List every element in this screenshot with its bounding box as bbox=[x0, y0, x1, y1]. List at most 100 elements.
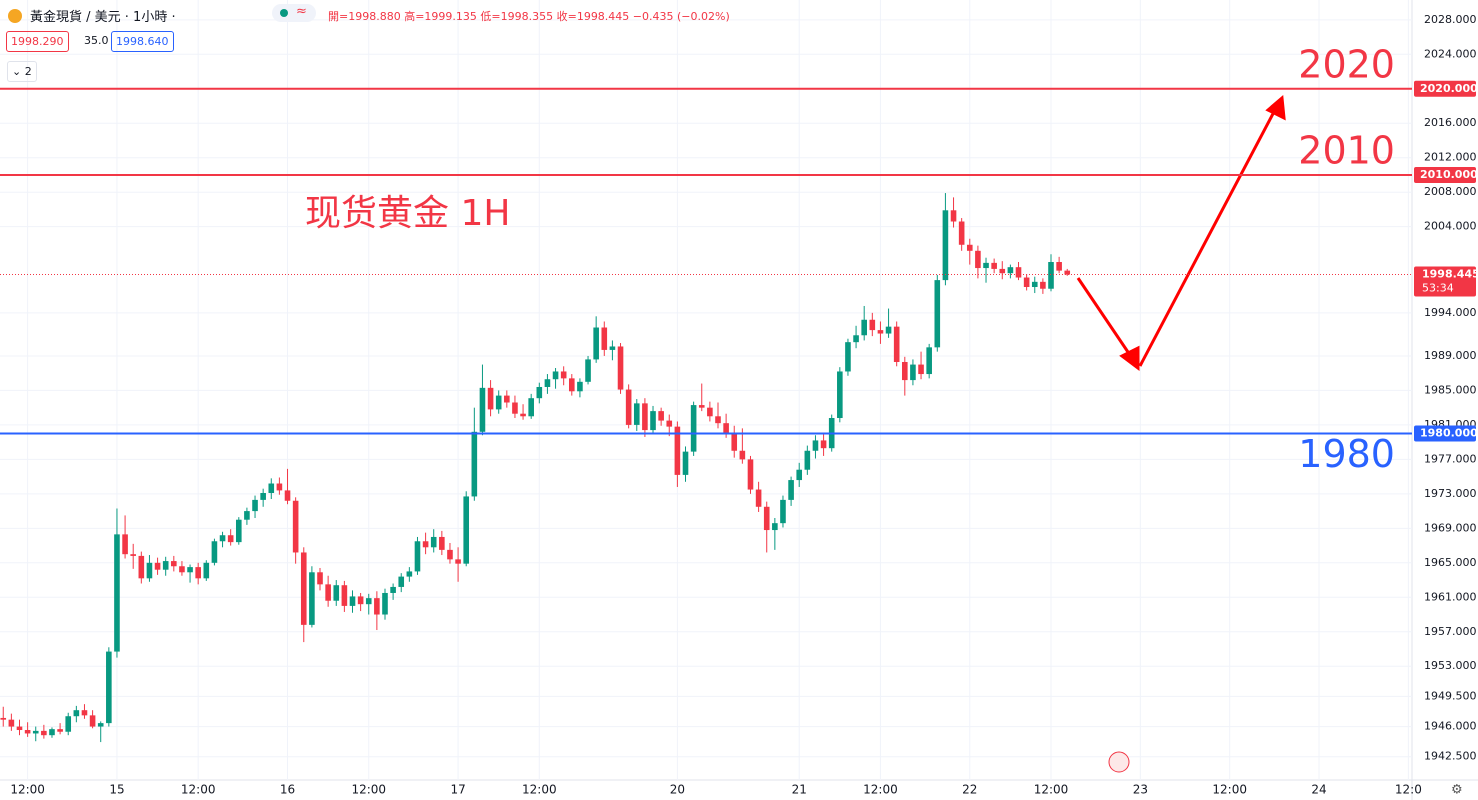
candle-body bbox=[966, 244, 973, 251]
candle-body bbox=[1056, 262, 1062, 271]
candle-body bbox=[260, 492, 266, 500]
candle-body bbox=[950, 210, 957, 222]
candle-body bbox=[1023, 277, 1030, 288]
candle-body bbox=[187, 567, 193, 573]
candle-body bbox=[609, 346, 616, 350]
candle-body bbox=[0, 717, 7, 720]
candle-body bbox=[763, 506, 770, 531]
y-tick-label: 2016.000 bbox=[1424, 116, 1477, 129]
candle-body bbox=[544, 379, 551, 387]
candle-body bbox=[406, 571, 413, 577]
candle-body bbox=[601, 327, 608, 350]
candle-body bbox=[463, 496, 470, 564]
x-tick-label: 12:00 bbox=[522, 783, 557, 797]
ask-button[interactable]: 1998.640 bbox=[111, 31, 174, 52]
x-tick-label: 12:00 bbox=[181, 783, 216, 797]
settings-icon[interactable]: ⚙ bbox=[1451, 783, 1463, 798]
candle-body bbox=[390, 586, 396, 593]
level-annotation: 2020 bbox=[1298, 42, 1395, 86]
candle-body bbox=[317, 572, 323, 585]
x-tick-label: 12:00 bbox=[10, 783, 45, 797]
candle-body bbox=[666, 420, 673, 427]
x-tick-label: 15 bbox=[109, 783, 124, 797]
candle-body bbox=[292, 500, 299, 553]
candle-body bbox=[552, 371, 559, 380]
candle-body bbox=[471, 431, 478, 497]
candle-body bbox=[747, 459, 754, 490]
candle-body bbox=[219, 535, 226, 542]
candle-body bbox=[528, 398, 534, 417]
candle-body bbox=[942, 210, 949, 281]
candle-body bbox=[130, 554, 137, 556]
candle-body bbox=[536, 386, 543, 399]
candle-body bbox=[772, 523, 778, 531]
bid-button[interactable]: 1998.290 bbox=[6, 31, 69, 52]
candle-body bbox=[512, 402, 518, 414]
level-annotation: 1980 bbox=[1298, 432, 1395, 476]
candle-body bbox=[89, 715, 96, 727]
candle-body bbox=[658, 411, 664, 421]
candle-body bbox=[617, 346, 624, 390]
candle-body bbox=[365, 598, 372, 605]
candle-body bbox=[902, 361, 908, 381]
x-tick-label: 16 bbox=[280, 783, 295, 797]
candle-body bbox=[479, 387, 486, 432]
candle-body bbox=[690, 405, 697, 452]
y-tick-label: 2008.000 bbox=[1424, 185, 1477, 198]
indicator-count: 2 bbox=[24, 65, 32, 78]
chart-title: 现货黄金 1H bbox=[305, 193, 510, 234]
candle-body bbox=[910, 364, 916, 381]
candle-body bbox=[520, 413, 526, 417]
candle-body bbox=[430, 536, 437, 548]
candle-body bbox=[357, 596, 364, 605]
candle-body bbox=[788, 480, 794, 500]
candle-body bbox=[268, 483, 275, 493]
y-tick-label: 1985.000 bbox=[1424, 383, 1477, 396]
candle-body bbox=[723, 423, 729, 433]
status-pill[interactable]: ≈ bbox=[272, 4, 316, 22]
candle-body bbox=[804, 450, 811, 470]
candle-body bbox=[32, 730, 39, 734]
candle-body bbox=[991, 262, 997, 269]
symbol[interactable]: 黃金現貨 / 美元 · 1小時 · bbox=[30, 10, 176, 25]
candle-body bbox=[1040, 281, 1046, 289]
candle-body bbox=[845, 342, 851, 372]
candle-body bbox=[755, 489, 762, 507]
candle-body bbox=[560, 371, 567, 379]
candle-body bbox=[504, 395, 510, 403]
price-badge-label: 2020.000 bbox=[1420, 82, 1478, 95]
ohlc: 開=1998.880 高=1999.135 低=1998.355 收=1998.… bbox=[328, 10, 730, 23]
x-tick-label: 12:0 bbox=[1395, 783, 1422, 797]
candle-body bbox=[374, 598, 380, 615]
indicator-toggle[interactable]: ⌄ 2 bbox=[7, 61, 37, 82]
candle-body bbox=[885, 326, 892, 334]
x-tick-label: 22 bbox=[962, 783, 977, 797]
candle-body bbox=[138, 555, 145, 579]
candle-body bbox=[495, 395, 502, 410]
candle-body bbox=[585, 359, 591, 382]
candle-body bbox=[422, 541, 429, 548]
candle-body bbox=[414, 541, 421, 572]
candle-body bbox=[325, 584, 331, 601]
candle-body bbox=[975, 250, 981, 269]
x-tick-label: 12:00 bbox=[1212, 783, 1247, 797]
candle-body bbox=[333, 585, 340, 601]
candle-body bbox=[49, 729, 55, 736]
candle-body bbox=[146, 562, 153, 579]
candle-body bbox=[1007, 267, 1014, 274]
y-tick-label: 1961.000 bbox=[1424, 590, 1477, 603]
x-tick-label: 24 bbox=[1311, 783, 1326, 797]
y-tick-label: 2028.000 bbox=[1424, 13, 1477, 26]
y-tick-label: 1973.000 bbox=[1424, 487, 1477, 500]
candle-body bbox=[154, 562, 161, 570]
countdown: 53:34 bbox=[1422, 282, 1454, 295]
coin-icon bbox=[8, 8, 22, 23]
candle-body bbox=[674, 426, 681, 475]
candle-body bbox=[276, 483, 283, 491]
event-icon[interactable] bbox=[1108, 751, 1130, 773]
candle-body bbox=[707, 407, 713, 417]
symbol-bar: 黃金現貨 / 美元 · 1小時 · bbox=[8, 6, 176, 25]
arrow bbox=[1076, 277, 1134, 359]
candle-body bbox=[309, 572, 315, 625]
price-badge bbox=[1414, 425, 1476, 442]
